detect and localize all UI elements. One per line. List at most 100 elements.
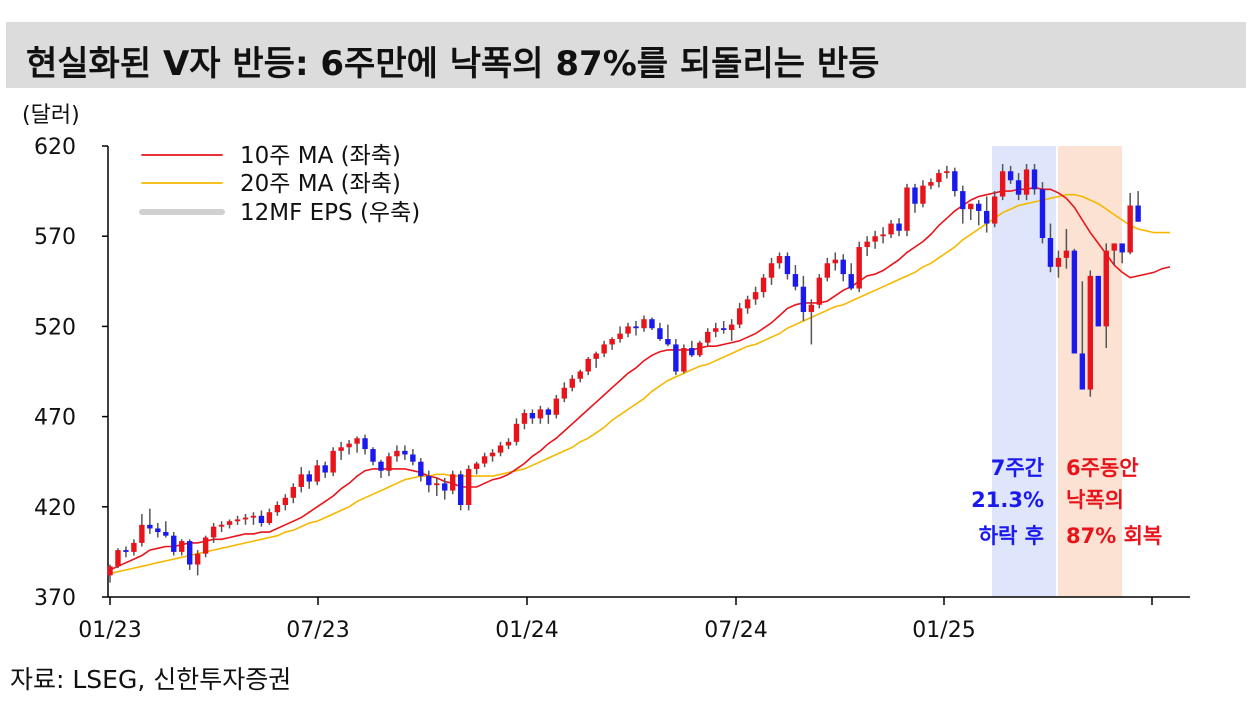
candle-body <box>163 532 169 536</box>
candle-body <box>354 438 360 444</box>
candle-body <box>545 409 552 415</box>
candle-body <box>824 263 830 278</box>
candle-body <box>1071 250 1078 354</box>
candle-body <box>521 412 528 424</box>
candle-body <box>681 348 687 372</box>
candle-body <box>362 438 368 450</box>
candle-body <box>928 182 934 186</box>
y-tick-label: 370 <box>34 586 76 611</box>
candle-body <box>131 542 137 552</box>
candle-body <box>848 274 854 289</box>
candle-body <box>952 171 958 192</box>
legend-label: 10주 MA (좌축) <box>240 143 401 169</box>
candle-body <box>505 441 512 446</box>
candle-body <box>976 203 982 211</box>
candle-body <box>856 247 862 289</box>
candle-body <box>641 319 647 329</box>
candle-body <box>171 535 177 552</box>
y-tick-label: 520 <box>34 315 76 340</box>
y-tick-label: 470 <box>34 406 76 431</box>
candle-body <box>689 348 695 356</box>
candle-body <box>553 398 560 415</box>
candle-body <box>585 358 591 372</box>
candle-body <box>266 512 273 524</box>
decline-annotation: 하락 후 <box>979 524 1044 548</box>
candle-body <box>378 461 384 471</box>
candle-body <box>792 274 799 287</box>
candle-body <box>840 259 846 275</box>
candle-body <box>920 185 926 204</box>
candle-body <box>808 304 815 312</box>
candle-body <box>673 344 679 372</box>
recovery-annotation: 낙폭의 <box>1066 488 1124 512</box>
candle-body <box>904 187 910 231</box>
chart-title: 현실화된 V자 반등: 6주만에 낙폭의 87%를 되돌리는 반등 <box>26 44 880 84</box>
candle-body <box>1055 257 1062 267</box>
legend-label: 12MF EPS (우축) <box>240 200 420 226</box>
candle-body <box>609 339 615 345</box>
candle-body <box>577 371 583 379</box>
candle-body <box>322 465 328 473</box>
candle-body <box>800 286 807 312</box>
ma10-line <box>109 186 1171 571</box>
candle-body <box>298 474 304 487</box>
candle-body <box>1087 275 1094 390</box>
candle-body <box>713 328 719 332</box>
candle-body <box>1119 243 1125 253</box>
candle-body <box>306 474 312 482</box>
candle-body <box>338 447 344 451</box>
candle-body <box>386 456 392 471</box>
candle-body <box>1023 169 1030 195</box>
x-tick-label: 01/23 <box>78 618 141 643</box>
candle-body <box>617 333 623 340</box>
candle-body <box>569 378 575 388</box>
recovery-annotation: 87% 회복 <box>1066 524 1162 548</box>
candle-body <box>1111 243 1117 251</box>
candle-body <box>832 259 838 264</box>
candle-body <box>991 196 998 224</box>
candle-body <box>1063 250 1070 258</box>
candle-body <box>234 519 241 522</box>
candle-body <box>752 292 759 300</box>
candle-body <box>529 412 536 419</box>
candle-body <box>744 299 751 309</box>
candle-body <box>210 526 217 538</box>
candle-body <box>274 504 281 513</box>
candle-body <box>880 234 886 237</box>
candle-body <box>370 449 376 462</box>
candle-body <box>601 344 607 354</box>
candle-body <box>872 236 878 242</box>
candle-body <box>497 445 504 453</box>
candle-body <box>864 241 870 248</box>
candle-body <box>250 515 257 518</box>
candle-body <box>625 326 631 334</box>
decline-annotation: 7주간 <box>991 456 1044 480</box>
candle-body <box>290 486 297 498</box>
candle-body <box>242 517 249 520</box>
candle-body <box>147 524 153 529</box>
candle-body <box>728 324 735 331</box>
candle-body <box>633 326 639 329</box>
candle-body <box>513 423 520 442</box>
candle-body <box>282 497 289 505</box>
y-tick-label: 620 <box>34 135 76 160</box>
candle-body <box>418 461 424 477</box>
candle-body <box>218 524 225 527</box>
candle-body <box>426 476 432 486</box>
candle-body <box>442 483 448 491</box>
candle-body <box>330 450 336 473</box>
candle-body <box>139 524 145 543</box>
candle-body <box>155 528 161 533</box>
legend-label: 20주 MA (좌축) <box>240 171 401 197</box>
candle-body <box>450 474 456 491</box>
candle-body <box>736 308 743 325</box>
candle-body <box>202 537 209 554</box>
x-tick-label: 07/24 <box>704 618 767 643</box>
candle-body <box>776 256 783 264</box>
candle-body <box>816 277 823 305</box>
candle-body <box>194 553 201 565</box>
candle-body <box>944 171 950 174</box>
y-tick-label: 570 <box>34 225 76 250</box>
candle-body <box>115 550 121 567</box>
